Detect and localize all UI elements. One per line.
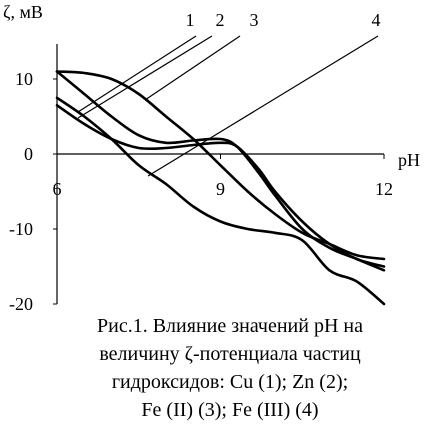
leader-line-2: [77, 35, 213, 119]
figure-caption: Рис.1. Влияние значений рН на величину ζ…: [40, 312, 420, 424]
x-axis-title: pH: [398, 150, 420, 170]
axes: 10 0 -10 -20 6 9 12: [9, 44, 393, 310]
y-tick-label: -20: [9, 294, 33, 310]
series-label-1: 1: [186, 10, 195, 30]
leader-line-1: [77, 35, 197, 113]
series-label-4: 4: [372, 10, 381, 30]
leader-line-4: [147, 35, 379, 177]
caption-line-1: Рис.1. Влияние значений рН на: [97, 315, 363, 337]
series-line-1: [55, 70, 386, 261]
series-label-3: 3: [250, 10, 259, 30]
series-lines: [55, 70, 386, 306]
series-label-2: 2: [216, 10, 225, 30]
series-line-4: [55, 96, 386, 306]
axis-labels: ζ, мВ pH: [3, 2, 420, 170]
series-leader-lines: 1 2 3 4: [77, 10, 381, 177]
y-axis-title: ζ, мВ: [3, 2, 43, 22]
caption-line-2: величину ζ-потенциала частиц: [99, 343, 361, 365]
series-line-3: [55, 70, 386, 272]
y-tick-label: 10: [15, 69, 33, 89]
x-tick-label: 9: [216, 179, 225, 199]
leader-line-3: [144, 35, 241, 101]
x-tick-label: 12: [375, 179, 393, 199]
y-tick-label: -10: [9, 219, 33, 239]
y-tick-label: 0: [24, 144, 33, 164]
x-tick-label: 6: [53, 179, 62, 199]
caption-line-4: Fe (II) (3); Fe (III) (4): [141, 399, 319, 421]
caption-line-3: гидроксидов: Cu (1); Zn (2);: [111, 371, 349, 393]
